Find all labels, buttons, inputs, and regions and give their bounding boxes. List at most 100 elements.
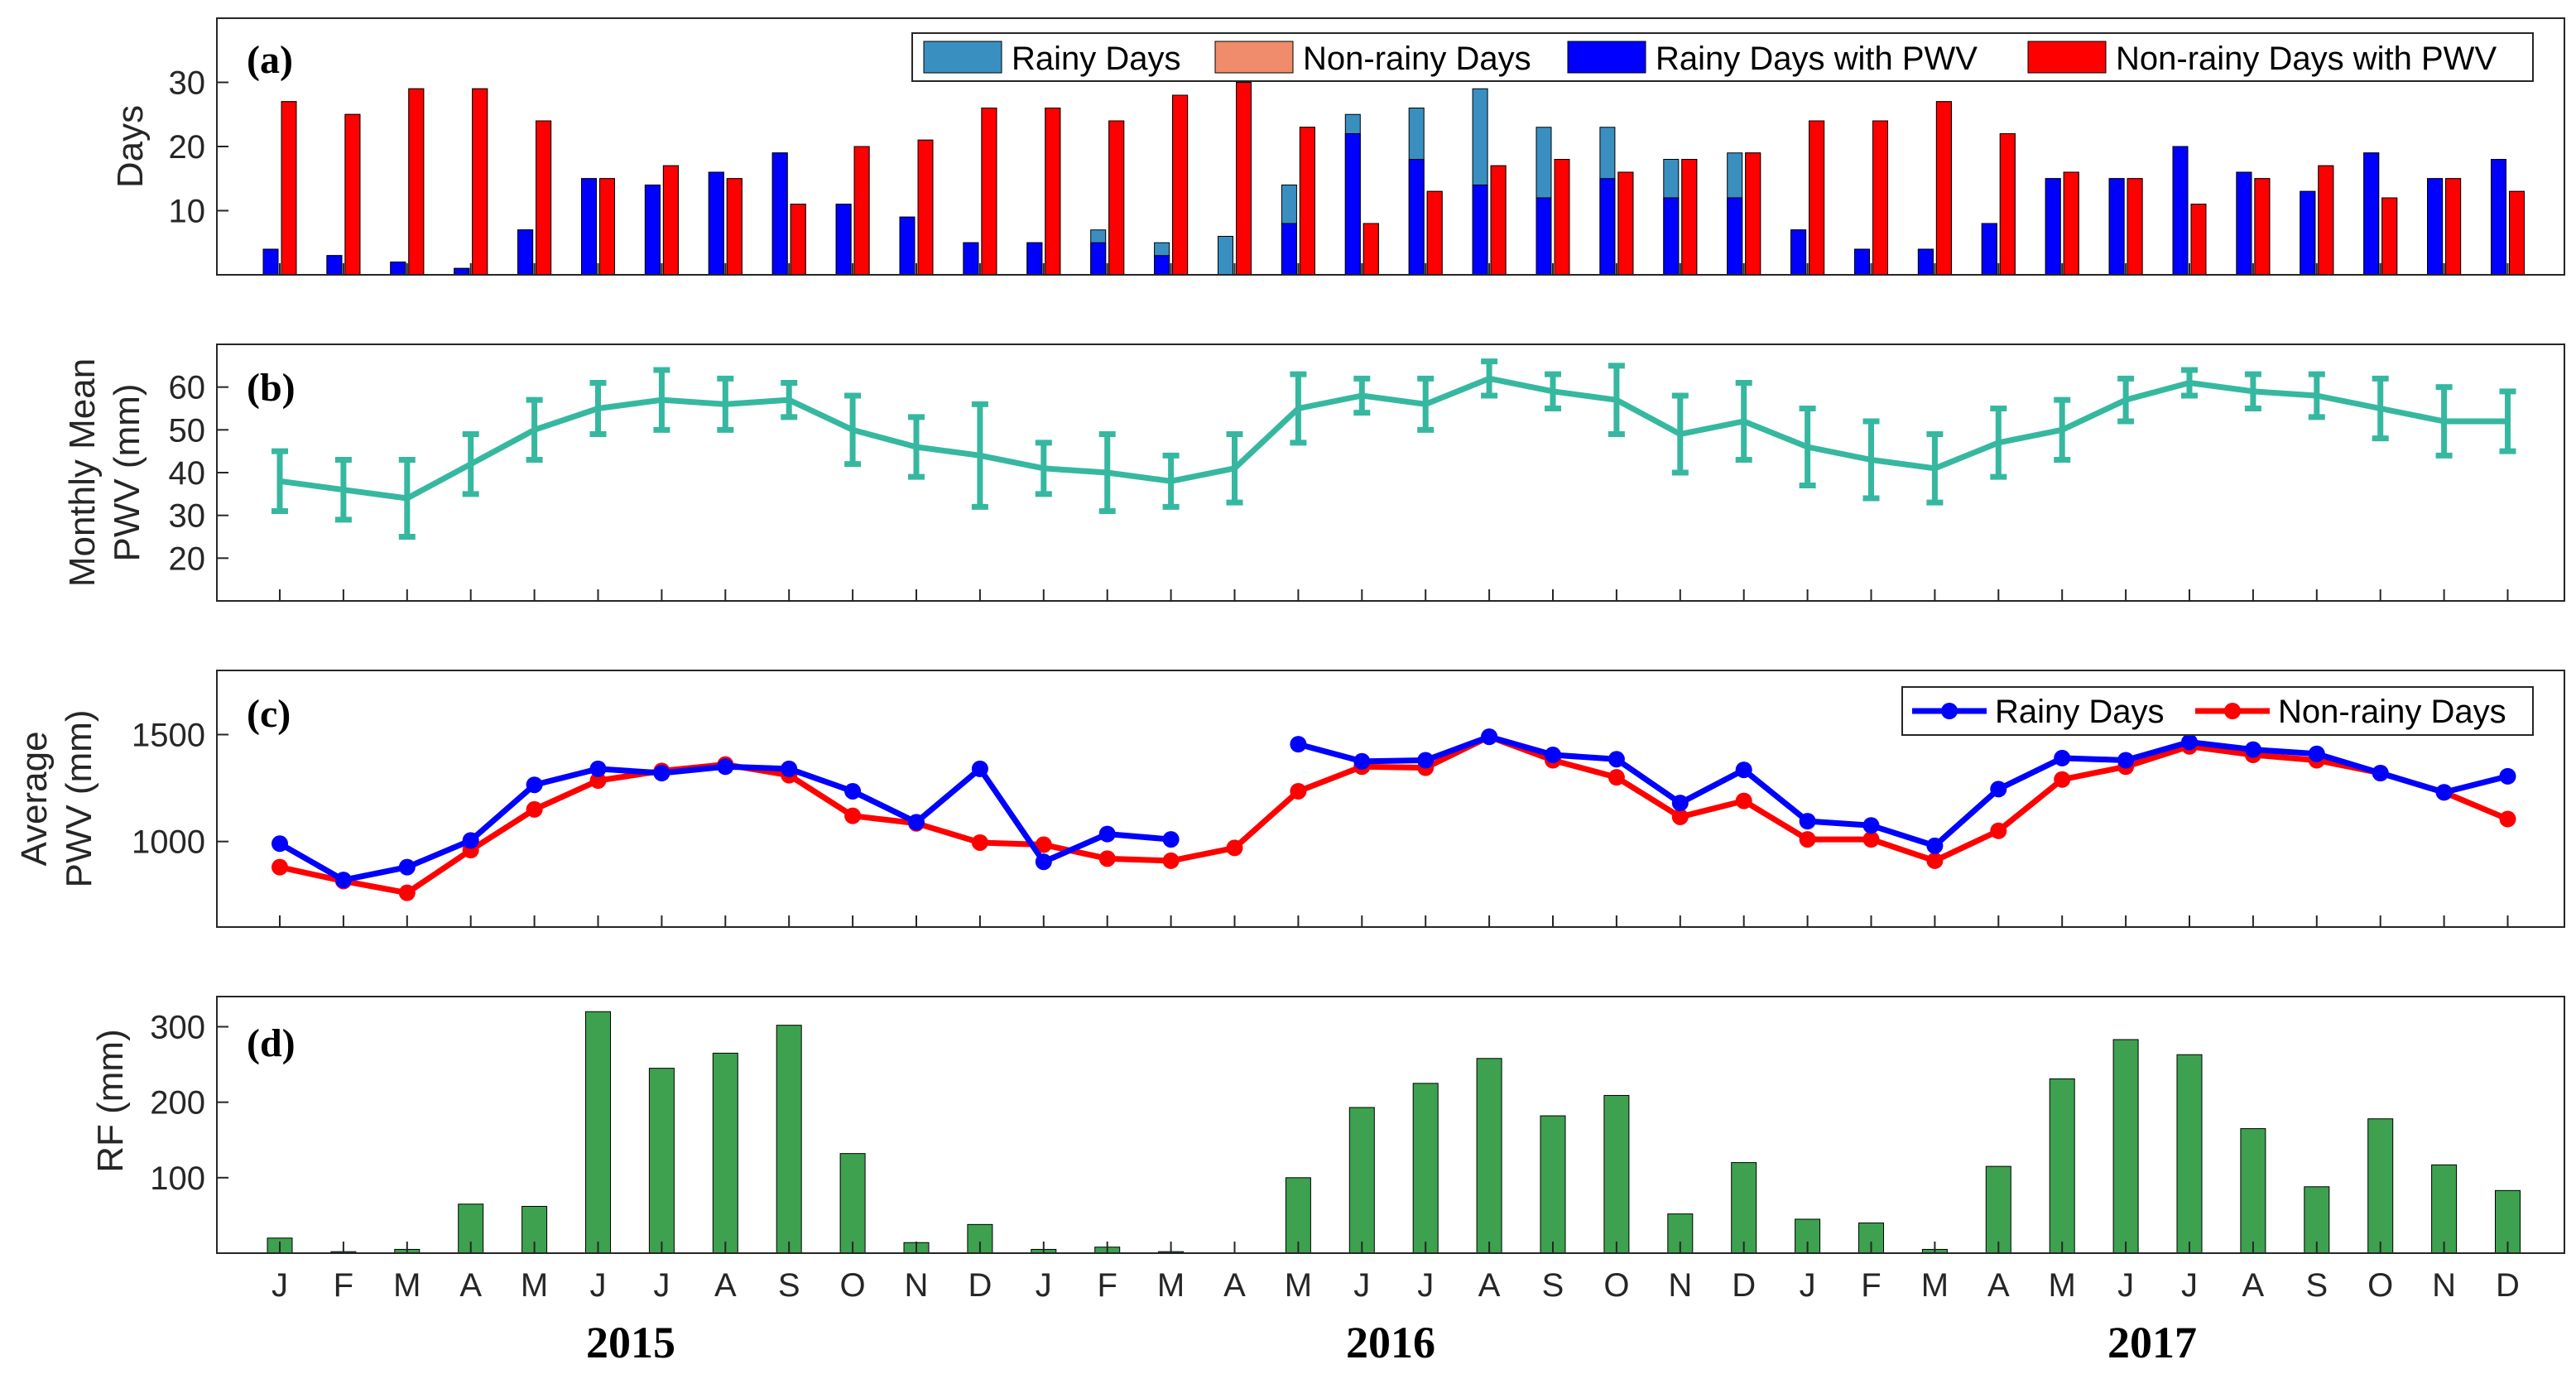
point-non-rainy-days [1990,822,2007,839]
point-non-rainy-days [1671,808,1689,825]
bar-non-rainy-days-pwv [981,108,997,276]
point-non-rainy-days [1735,792,1752,810]
panel-b-plot [272,358,2516,540]
bar-rainy-days-pwv [1154,255,1170,276]
point-non-rainy-days [1608,769,1625,786]
year-label-2016: 2016 [1346,1318,1435,1367]
x-tick-label: N [2432,1267,2456,1304]
bar-rainy-days-pwv [1090,242,1107,276]
y-tick-label: 30 [169,498,206,535]
point-rainy-days [1290,736,1307,753]
bar-non-rainy-days-pwv [2127,178,2143,276]
point-non-rainy-days [1162,852,1180,869]
point-rainy-days [2117,752,2135,769]
legend-marker-non-rainy-days [2224,703,2241,719]
bar-rainy-days-pwv [517,229,534,276]
point-rainy-days [653,765,670,781]
legend-label-c-non-rainy-days: Non-rainy Days [2278,694,2506,730]
bar-non-rainy-days-pwv [726,178,743,276]
bar-rainy-days-pwv [262,248,279,276]
panel-a-x-ticks [279,263,2509,275]
legend-label-c-rainy-days: Rainy Days [1995,694,2165,730]
x-tick-label: M [1921,1267,1949,1304]
point-rainy-days [1481,728,1498,746]
y-tick-label: 20 [169,540,206,577]
bar-non-rainy-days-pwv [472,88,488,276]
bar-non-rainy-days-pwv [2254,178,2271,276]
panel-c-x-ticks [279,915,2509,927]
bar-rainy-days-pwv [2045,178,2061,276]
point-non-rainy-days [1226,839,1243,857]
x-tick-label: A [2242,1267,2265,1304]
panel-b-x-ticks [279,589,2509,601]
panel-a-bars [262,82,2525,276]
x-tick-label: J [2181,1267,2198,1304]
x-tick-label: J [1036,1267,1052,1304]
point-rainy-days [1926,837,1944,854]
bar-non-rainy-days-pwv [281,101,297,276]
panel-c-frame [216,670,2565,928]
panel-a-tag: (a) [247,38,293,82]
legend-label-rainy-days-pwv: Rainy Days with PWV [1656,41,1978,77]
point-rainy-days [2181,733,2198,751]
bar-rainy-days-pwv [771,152,788,276]
bar-rainy-days-pwv [2491,159,2506,276]
point-rainy-days [1098,825,1116,843]
y-tick-label: 300 [150,1009,205,1045]
x-tick-label: N [905,1267,929,1304]
panel-d-frame [216,996,2565,1254]
bar-non-rainy-days-pwv [2445,178,2462,276]
y-tick-label: 20 [169,129,206,166]
x-tick-label: F [1097,1267,1117,1304]
bar-rainfall [1667,1213,1694,1254]
x-tick-label: S [1542,1267,1564,1304]
bar-rainy-days-pwv [2236,171,2252,276]
point-rainy-days [2244,741,2261,758]
bar-non-rainy-days-pwv [344,113,361,276]
x-tick-label: M [1157,1267,1185,1304]
point-non-rainy-days [1290,782,1307,800]
x-tick-label: F [334,1267,353,1304]
bar-rainy-days-pwv [2427,178,2444,276]
panel-c-average-pwv-chart: 1000 1500 (c) Average PWV (mm) Rainy Days… [14,670,2565,928]
panel-d-y-ticks: 100 200 300 [150,1009,228,1197]
bar-rainfall [1348,1107,1375,1254]
y-tick-label: 40 [169,455,206,492]
bar-non-rainy-days-pwv [1108,120,1125,276]
bar-non-rainy-days-pwv [1809,120,1825,276]
y-tick-label: 30 [169,65,206,102]
point-rainy-days [462,832,479,849]
point-rainy-days [1545,747,1561,764]
bar-rainy-days-pwv [326,255,343,276]
bar-rainy-days-pwv [1790,229,1807,276]
bar-non-rainy-days-pwv [599,178,615,276]
panel-a-y-ticks: 10 20 30 [169,65,228,230]
x-tick-label: D [2496,1267,2520,1304]
point-rainy-days [717,758,734,776]
bar-rainfall [2112,1039,2139,1254]
point-rainy-days [2435,784,2453,801]
bar-rainfall [1985,1165,2011,1254]
panel-d-y-axis-label: RF (mm) [90,1029,131,1173]
x-tick-label: M [2049,1267,2076,1304]
x-tick-label: O [840,1267,866,1304]
bar-rainfall [2431,1164,2458,1254]
bar-rainy-days-pwv [708,171,724,276]
bar-non-rainy-days-pwv [1935,101,1952,276]
legend-label-non-rainy-days-pwv: Non-rainy Days with PWV [2116,41,2497,77]
point-non-rainy-days [844,807,862,824]
bar-rainy-days-pwv [1663,197,1680,276]
bar-rainy-days-pwv [581,178,597,276]
y-tick-label: 100 [150,1160,205,1197]
y-tick-label: 1000 [132,824,205,861]
x-tick-label: A [1223,1267,1246,1304]
x-tick-label: M [393,1267,421,1304]
bar-non-rainy-days-pwv [1426,190,1443,276]
panel-c-plot [272,728,2516,901]
panel-c-legend: Rainy Days Non-rainy Days [1901,686,2534,736]
point-non-rainy-days [589,772,607,790]
point-rainy-days [589,760,607,777]
bar-non-rainy-days-pwv [1299,127,1315,276]
panel-b-y-axis-label-line1: Monthly Mean [62,358,103,587]
